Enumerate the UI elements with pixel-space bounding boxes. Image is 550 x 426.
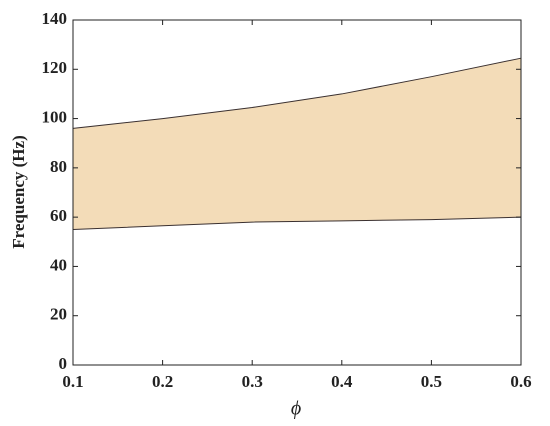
y-tick-label: 120 bbox=[42, 58, 68, 77]
x-tick-label: 0.5 bbox=[421, 372, 442, 391]
x-tick-label: 0.4 bbox=[331, 372, 353, 391]
y-tick-label: 0 bbox=[59, 354, 68, 373]
y-tick-label: 40 bbox=[50, 255, 67, 274]
upper-edge bbox=[72, 57, 522, 129]
y-tick-label: 60 bbox=[50, 206, 67, 225]
y-tick-label: 100 bbox=[42, 107, 68, 126]
y-tick-label: 140 bbox=[42, 9, 68, 28]
x-axis-label: ϕ bbox=[291, 398, 301, 420]
y-axis-label: Frequency (Hz) bbox=[9, 135, 28, 248]
y-tick-label: 20 bbox=[50, 305, 67, 324]
x-tick-label: 0.6 bbox=[510, 372, 531, 391]
x-tick-label: 0.2 bbox=[152, 372, 173, 391]
lower-edge bbox=[72, 216, 522, 230]
x-tick-label: 0.1 bbox=[62, 372, 83, 391]
plot-frame bbox=[72, 19, 522, 366]
x-tick-label: 0.3 bbox=[242, 372, 263, 391]
y-tick-label: 80 bbox=[50, 157, 67, 176]
band-area bbox=[73, 58, 521, 230]
